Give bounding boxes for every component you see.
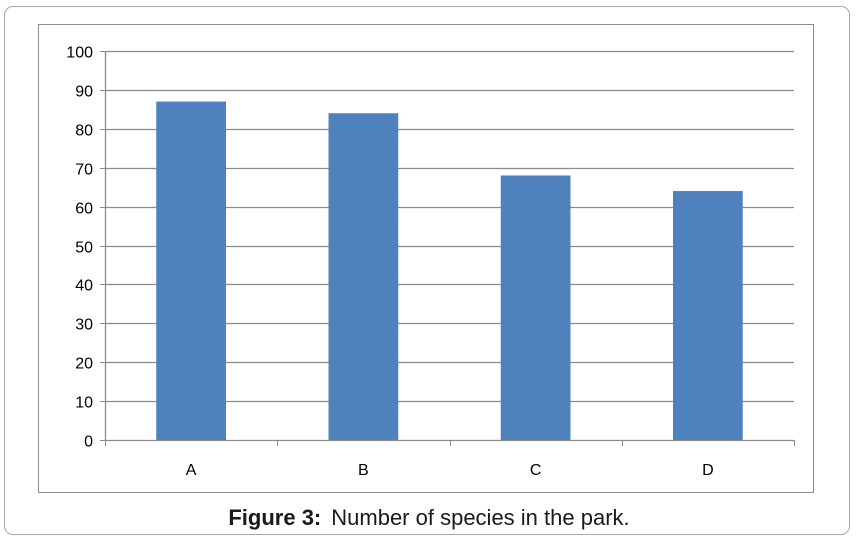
- y-tick-label: 60: [75, 201, 93, 218]
- y-tick-label: 90: [75, 84, 93, 101]
- caption-label: Figure 3:: [228, 505, 322, 530]
- y-tick-label: 100: [66, 45, 93, 62]
- bar-b: [328, 113, 399, 441]
- x-tick-label: D: [702, 462, 714, 479]
- figure-caption: Figure 3: Number of species in the park.: [0, 505, 858, 531]
- y-tick-label: 30: [75, 317, 93, 334]
- y-tick-label: 70: [75, 162, 93, 179]
- x-tick-labels: A B C D: [186, 462, 714, 479]
- x-tick-label: B: [358, 462, 369, 479]
- bars: [156, 101, 743, 441]
- y-tick-label: 40: [75, 278, 93, 295]
- y-tick-label: 20: [75, 356, 93, 373]
- y-tick-label: 50: [75, 240, 93, 257]
- y-tick-labels: 0 10 20 30 40 50 60 70 80 90 100: [66, 45, 93, 451]
- caption-text: Number of species in the park.: [331, 505, 630, 530]
- y-tick-label: 80: [75, 123, 93, 140]
- bar-a: [156, 101, 227, 440]
- y-tick-label: 0: [84, 434, 93, 451]
- y-tick-label: 10: [75, 395, 93, 412]
- bar-c: [500, 175, 571, 441]
- x-tick-label: C: [530, 462, 542, 479]
- x-tick-label: A: [186, 462, 197, 479]
- axes: [100, 51, 795, 446]
- figure-frame: [4, 6, 850, 535]
- bar-d: [672, 191, 743, 440]
